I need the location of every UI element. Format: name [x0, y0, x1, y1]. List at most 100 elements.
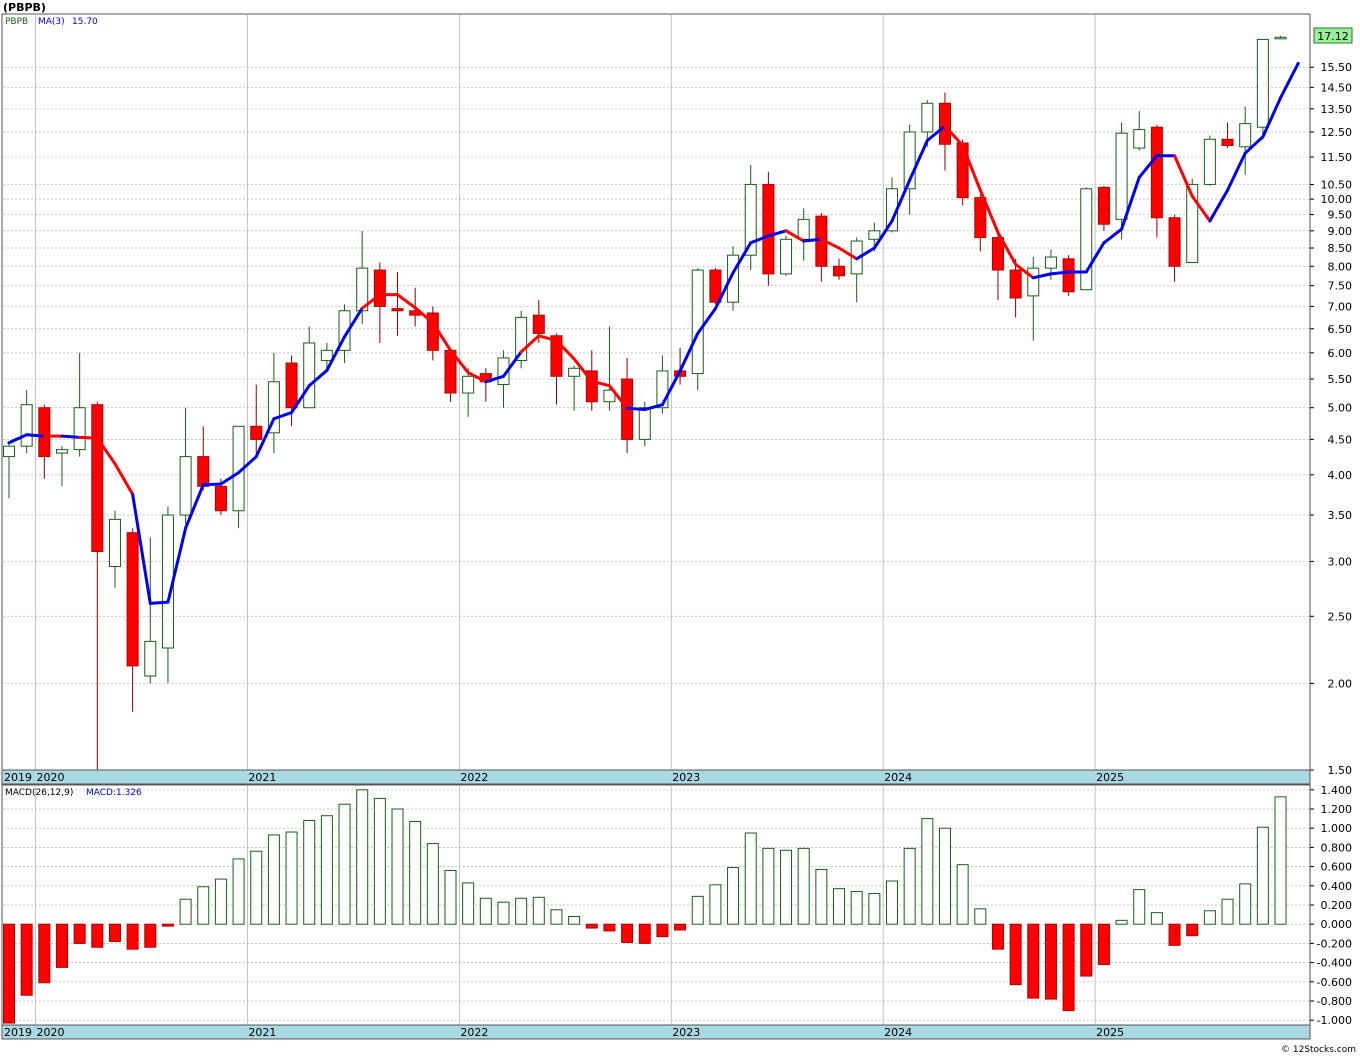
candle-body — [656, 370, 669, 409]
year-label: 2022 — [460, 1026, 488, 1039]
year-labels-top: 2019 2020 2021 2022 2023 2024 2025 — [4, 771, 1124, 784]
price-tick-label: 1.50 — [1328, 764, 1353, 777]
macd-bar — [744, 832, 757, 925]
price-tick-label: 14.50 — [1321, 81, 1353, 94]
ma-segment — [1102, 227, 1124, 245]
macd-bar — [938, 827, 951, 925]
ma-segment — [1226, 151, 1247, 192]
year-label: 2021 — [248, 1026, 276, 1039]
candle-body — [250, 425, 263, 440]
candle-body — [1274, 36, 1287, 40]
macd-bar — [320, 815, 333, 925]
macd-bar — [991, 923, 1004, 950]
candle-body — [320, 349, 333, 361]
macd-bar — [1080, 923, 1093, 977]
ma-segment — [1049, 270, 1071, 276]
macd-tick-label: 0.800 — [1321, 841, 1353, 854]
price-gridlines — [3, 14, 1310, 771]
ma-segment — [449, 348, 470, 375]
year-label: 2019 — [4, 771, 32, 784]
macd-bar — [833, 888, 846, 925]
macd-bar — [603, 923, 616, 932]
macd-bar — [815, 868, 828, 925]
candle-body — [1186, 183, 1199, 264]
macd-bar — [20, 923, 33, 996]
ma-segment — [25, 433, 46, 438]
candle-body — [1009, 269, 1022, 299]
macd-legend-label: MACD(26,12,9) — [5, 788, 73, 798]
candle-body — [550, 335, 563, 377]
price-tick-label: 4.00 — [1328, 469, 1353, 482]
ma-segment — [607, 384, 629, 410]
price-tick-label: 7.00 — [1328, 300, 1353, 313]
candle-body — [903, 131, 916, 190]
macd-bar — [532, 896, 545, 925]
price-tick-label: 10.00 — [1321, 193, 1353, 206]
price-tick-label: 13.50 — [1321, 103, 1353, 116]
macd-bar — [250, 850, 263, 925]
ma-segment — [660, 369, 682, 407]
candle-body — [1256, 38, 1269, 128]
ma-segment — [749, 234, 770, 245]
candle-body — [214, 485, 227, 512]
macd-bar — [886, 880, 898, 925]
macd-bar — [656, 923, 669, 938]
chart-title: (PBPB) — [3, 1, 46, 14]
ma-segment — [1190, 194, 1212, 223]
ma-segment — [978, 188, 1000, 235]
last-price-label: 17.12 — [1317, 30, 1349, 43]
price-tick-label: 10.50 — [1321, 178, 1353, 191]
ma-segment — [996, 231, 1018, 266]
macd-tick-label: 0.200 — [1321, 899, 1353, 912]
macd-bar — [479, 897, 492, 925]
candle-body — [1133, 129, 1146, 149]
candle-body — [1062, 258, 1075, 293]
ma-segment — [519, 334, 541, 354]
last-price-badge — [1313, 27, 1353, 44]
macd-bar — [285, 831, 298, 925]
candle-body — [568, 367, 581, 377]
macd-bar — [868, 892, 881, 925]
candle-body — [603, 389, 616, 403]
macd-bar — [638, 923, 651, 944]
macd-bar — [850, 891, 863, 925]
ma-legend-label: MA(3) — [38, 17, 65, 27]
price-tick-label: 6.50 — [1328, 323, 1353, 336]
macd-bar — [903, 847, 916, 925]
price-panel-frame — [1, 13, 1311, 771]
candle-body — [20, 404, 33, 447]
ma-segment — [237, 455, 258, 475]
ma-segment — [643, 403, 664, 412]
year-label: 2024 — [884, 771, 912, 784]
candle-body — [3, 445, 15, 458]
candle-body — [585, 370, 598, 403]
price-tick-label: 11.50 — [1321, 151, 1353, 164]
ma-segment — [572, 357, 594, 383]
price-tick-label: 5.50 — [1328, 373, 1353, 386]
macd-bar — [1256, 826, 1269, 925]
candle-body — [1115, 132, 1128, 220]
price-tick-label: 8.00 — [1328, 260, 1353, 273]
ma-segment — [325, 335, 347, 372]
year-label: 2025 — [1096, 1026, 1124, 1039]
candle-body — [515, 316, 528, 361]
macd-bar — [568, 916, 581, 925]
candle-body — [73, 407, 86, 451]
ma-segment — [60, 434, 82, 439]
macd-tick-label: -0.600 — [1317, 976, 1352, 989]
ma-segment — [1084, 241, 1106, 274]
ma-segment — [396, 293, 417, 310]
ma-segment — [78, 435, 99, 440]
candle-body — [126, 532, 139, 667]
macd-bar — [621, 923, 634, 943]
price-tick-label: 9.00 — [1328, 225, 1353, 238]
macd-bar — [1062, 923, 1075, 1012]
candle-body — [108, 518, 121, 567]
macd-bar — [1027, 923, 1040, 999]
year-label: 2020 — [36, 771, 64, 784]
candle-body — [833, 265, 846, 277]
ma-segment — [166, 526, 188, 604]
macd-tick-label: -0.400 — [1317, 957, 1352, 970]
candle-body — [1239, 123, 1252, 148]
candle-body — [197, 456, 210, 487]
